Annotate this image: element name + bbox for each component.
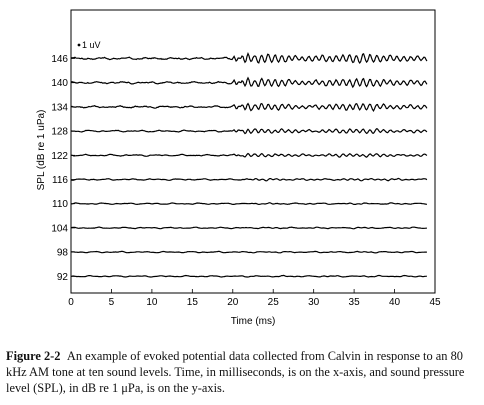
trace-92 [70, 274, 427, 278]
y-tick-label: 92 [57, 272, 69, 283]
y-axis-label: SPL (dB re 1 uPa) [36, 110, 47, 191]
x-tick-label: 5 [109, 297, 115, 308]
y-tick-label: 116 [52, 175, 68, 186]
y-tick-label: 128 [51, 127, 68, 138]
y-tick-labels: 146 140 134 128 122 116 110 104 98 92 [51, 54, 75, 283]
y-tick-label: 134 [51, 102, 68, 113]
scale-bar-marker [77, 43, 81, 47]
x-tick-label: 25 [268, 297, 280, 308]
trace-146 [70, 52, 428, 65]
trace-110 [70, 202, 428, 206]
trace-128 [70, 128, 428, 135]
x-tick-label: 40 [389, 297, 401, 308]
plot-frame [70, 9, 436, 294]
trace-116 [71, 177, 428, 182]
trace-98 [71, 250, 427, 254]
y-tick-label: 110 [52, 199, 68, 210]
scale-bar: 1 uV [77, 40, 101, 50]
y-tick-label: 140 [51, 78, 68, 89]
y-tick-label: 122 [51, 151, 68, 162]
x-tick-label: 45 [429, 297, 441, 308]
evoked-potential-chart: 146 140 134 128 122 116 110 104 98 92 0 5 10 15 20 25 3… [36, 9, 441, 327]
y-tick-label: 146 [51, 54, 68, 65]
caption-label: Figure 2-2 [6, 349, 61, 363]
trace-104 [70, 226, 427, 230]
x-tick-label: 0 [68, 297, 74, 308]
trace-134 [70, 102, 428, 113]
scale-bar-label: 1 uV [82, 40, 101, 50]
y-tick-label: 104 [51, 223, 68, 234]
x-axis-label: Time (ms) [231, 316, 276, 327]
x-tick-label: 35 [349, 297, 361, 308]
trace-122 [70, 152, 428, 158]
trace-140 [70, 76, 428, 89]
figure-caption: Figure 2-2 An example of evoked potentia… [6, 348, 480, 396]
caption-text: An example of evoked potential data coll… [6, 349, 465, 395]
x-tick-label: 20 [227, 297, 239, 308]
traces-group [70, 52, 428, 278]
x-tick-label: 15 [187, 297, 199, 308]
y-tick-label: 98 [57, 248, 69, 259]
x-tick-labels: 0 5 10 15 20 25 30 35 40 45 [68, 289, 441, 308]
x-tick-label: 10 [146, 297, 158, 308]
x-tick-label: 30 [308, 297, 320, 308]
